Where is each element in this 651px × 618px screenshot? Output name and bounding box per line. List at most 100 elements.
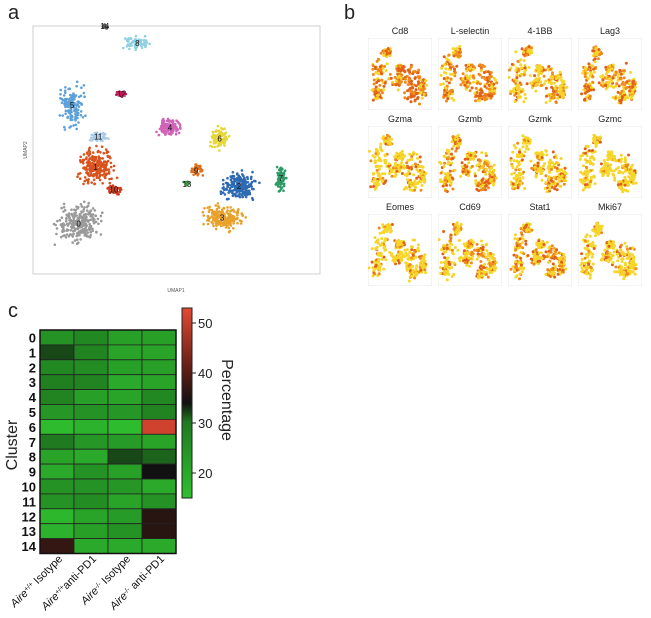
marker-point <box>481 164 485 168</box>
marker-point <box>490 94 494 98</box>
marker-point <box>373 236 377 240</box>
marker-point <box>622 91 626 95</box>
marker-point <box>549 182 553 186</box>
umap-point <box>90 166 94 169</box>
marker-point <box>371 64 375 68</box>
marker-point <box>399 64 403 68</box>
marker-point <box>455 232 459 236</box>
marker-point <box>480 90 484 94</box>
umap-point <box>250 187 254 191</box>
marker-point <box>463 251 467 255</box>
umap-point <box>240 169 244 172</box>
umap-point <box>190 169 193 173</box>
marker-point <box>547 78 551 82</box>
marker-point <box>519 155 523 159</box>
umap-label-0: 0 <box>76 219 81 228</box>
marker-point <box>522 73 526 77</box>
marker-point <box>619 72 623 76</box>
marker-point <box>553 165 557 169</box>
umap-point <box>76 207 79 210</box>
marker-point <box>623 167 627 171</box>
umap-point <box>276 185 280 188</box>
umap-point <box>81 217 84 220</box>
marker-point <box>377 158 381 162</box>
umap-point <box>215 224 218 228</box>
umap-point <box>251 196 254 200</box>
marker-point <box>474 154 478 158</box>
umap-label-1: 1 <box>93 163 98 172</box>
umap-point <box>245 189 248 192</box>
marker-point <box>459 83 463 87</box>
marker-point <box>549 68 553 71</box>
umap-point <box>67 235 71 238</box>
umap-point <box>209 140 212 144</box>
marker-point <box>479 260 483 263</box>
umap-point <box>99 151 102 154</box>
marker-point <box>473 91 477 95</box>
marker-point <box>591 149 594 152</box>
marker-point <box>483 188 487 192</box>
marker-point <box>486 275 490 279</box>
marker-point <box>396 240 400 244</box>
umap-point <box>65 233 69 236</box>
marker-point <box>448 173 452 177</box>
umap-point <box>197 166 200 170</box>
umap-point <box>163 124 166 128</box>
marker-point <box>413 188 416 192</box>
marker-point <box>473 172 477 175</box>
umap-point <box>107 170 111 174</box>
umap-point <box>96 136 100 140</box>
umap-point <box>232 193 236 196</box>
marker-point <box>544 181 548 185</box>
marker-point <box>402 165 406 169</box>
marker-point <box>393 259 397 263</box>
marker-point <box>588 94 592 98</box>
umap-point <box>89 218 93 222</box>
umap-point <box>229 214 233 217</box>
umap-point <box>124 37 127 40</box>
umap-point <box>61 114 64 117</box>
marker-panel-Gzmc <box>578 126 642 198</box>
marker-point <box>453 71 457 75</box>
marker-point <box>399 69 403 73</box>
umap-point <box>159 126 163 130</box>
marker-point <box>368 149 371 153</box>
umap-label-4: 4 <box>168 123 173 132</box>
marker-point <box>457 239 461 242</box>
marker-point <box>406 158 410 162</box>
umap-point <box>90 133 93 137</box>
umap-point <box>109 161 113 165</box>
marker-point <box>394 83 398 87</box>
umap-cluster-2 <box>219 169 261 202</box>
marker-point <box>557 89 561 93</box>
umap-point <box>176 128 179 132</box>
marker-point <box>631 163 634 167</box>
marker-point <box>597 48 601 52</box>
marker-point <box>583 84 587 88</box>
marker-point <box>616 90 620 94</box>
marker-point <box>553 182 557 186</box>
marker-point <box>514 248 518 252</box>
marker-point <box>523 93 527 96</box>
marker-point <box>615 82 619 86</box>
umap-point <box>93 169 96 172</box>
umap-point <box>78 101 81 105</box>
umap-point <box>74 119 77 122</box>
umap-point <box>93 209 97 212</box>
umap-point <box>80 103 83 106</box>
marker-point <box>586 145 590 148</box>
umap-point <box>70 104 73 107</box>
marker-point <box>477 94 481 98</box>
marker-point <box>373 65 377 69</box>
marker-point <box>374 263 378 267</box>
marker-point <box>373 160 377 164</box>
marker-point <box>386 224 390 228</box>
marker-point <box>587 149 591 153</box>
marker-point <box>468 158 472 162</box>
marker-point <box>424 271 428 275</box>
umap-point <box>237 185 240 189</box>
umap-point <box>140 44 143 47</box>
marker-point <box>374 87 378 91</box>
umap-point <box>192 169 195 173</box>
marker-point <box>489 171 493 175</box>
